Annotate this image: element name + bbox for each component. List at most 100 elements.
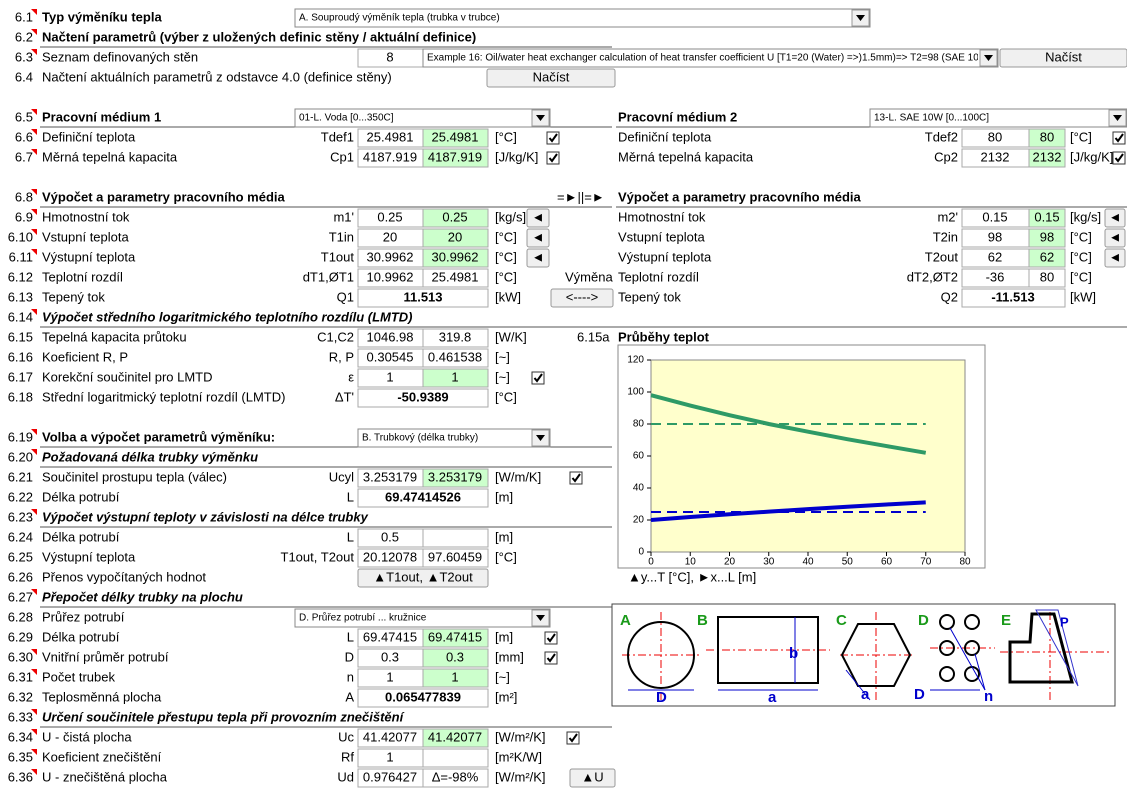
value: 25.4981 [367,129,414,144]
symbol: m1' [333,209,354,224]
row-number: 6.28 [8,609,33,624]
button-label[interactable]: ◄ [1109,209,1122,224]
value: 8 [386,49,393,64]
dropdown[interactable]: 13-L. SAE 10W [0...100C] [870,109,1127,127]
symbol: Tdef1 [321,129,354,144]
symbol: L [347,529,354,544]
unit: [~] [495,669,510,684]
row-label: Hmotnostní tok [618,209,706,224]
symbol: dT2,ØT2 [907,269,958,284]
row-label: Teplotní rozdíl [42,269,123,284]
value: 41.42077 [428,729,482,744]
value: 69.47415 [428,629,482,644]
row-label: Součinitel prostupu tepla (válec) [42,469,227,484]
symbol: m2' [937,209,958,224]
button-label[interactable]: ◄ [1109,229,1122,244]
row-label: Délka potrubí [42,629,120,644]
dropdown-text[interactable]: B. Trubkový (délka trubky) [362,433,478,444]
row-number: 6.10 [8,229,33,244]
row-label: Hmotnostní tok [42,209,130,224]
dropdown-text[interactable]: 01-L. Voda [0...350C] [299,113,394,124]
y-tick-label: 100 [627,387,644,398]
symbol: ε [348,369,354,384]
button-label[interactable]: ◄ [532,209,545,224]
value: 97.60459 [428,549,482,564]
row-number: 6.18 [8,389,33,404]
button-label[interactable]: <----> [566,289,599,304]
row-number: 6.23 [8,509,33,524]
row-number: 6.20 [8,449,33,464]
result-value: 69.47414526 [385,489,461,504]
row-label: Teplosměnná plocha [42,689,162,704]
button-label[interactable]: Načíst [1045,49,1082,64]
row-label: Korekční součinitel pro LMTD [42,369,213,384]
row-label: Vnitřní průměr potrubí [42,649,169,664]
unit: [°C] [495,269,517,284]
row-label: Tepený tok [618,289,681,304]
unit: [m²K/W] [495,749,542,764]
row-label: Načtení aktuálních parametrů z odstavce … [42,69,392,84]
row-number: 6.30 [8,649,33,664]
button-label[interactable]: ◄ [1109,249,1122,264]
x-tick-label: 80 [959,557,971,568]
unit: [kW] [495,289,521,304]
value: 1 [386,749,393,764]
row-number: 6.12 [8,269,33,284]
x-tick-label: 10 [685,557,697,568]
value: -36 [986,269,1005,284]
diagram-label: A [620,612,631,629]
row-label: Vstupní teplota [42,229,129,244]
button-label[interactable]: Načíst [533,69,570,84]
row-number: 6.6 [15,129,33,144]
dropdown-text[interactable]: D. Průřez potrubí ... kružnice [299,612,427,624]
dropdown[interactable]: B. Trubkový (délka trubky) [358,429,550,447]
unit: [m²] [495,689,517,704]
row-number: 6.4 [15,69,33,84]
dropdown-text[interactable]: Example 16: Oil/water heat exchanger cal… [427,53,1059,64]
row-number: 6.3 [15,49,33,64]
value: 0.976427 [363,769,417,784]
unit: [°C] [495,229,517,244]
value: 20 [448,229,462,244]
row-label: Požadovaná délka trubky výměnku [42,449,258,464]
row-label: Výpočet a parametry pracovního média [42,189,286,204]
row-label: Tepený tok [42,289,105,304]
row-number: 6.29 [8,629,33,644]
row-label: Definiční teplota [618,129,712,144]
dropdown[interactable]: A. Souproudý výměník tepla (trubka v tru… [295,9,870,27]
dropdown[interactable]: D. Průřez potrubí ... kružnice [295,609,550,627]
row-label: Tepelná kapacita průtoku [42,329,187,344]
symbol: Tdef2 [925,129,958,144]
button-label[interactable]: ▲T1out, ▲T2out [373,569,473,584]
row-number: 6.35 [8,749,33,764]
row-label: Seznam definovaných stěn [42,49,198,64]
value: 3.253179 [428,469,482,484]
unit: [kg/s] [1070,209,1101,224]
row-number: 6.25 [8,549,33,564]
dropdown[interactable]: 01-L. Voda [0...350C] [295,109,550,127]
side-text: =►||=► [557,189,605,204]
button-label[interactable]: ◄ [532,249,545,264]
value: 0.30545 [367,349,414,364]
value: 69.47415 [363,629,417,644]
dropdown-text[interactable]: 13-L. SAE 10W [0...100C] [874,113,989,124]
row-number: 6.7 [15,149,33,164]
unit: [m] [495,489,513,504]
unit: [~] [495,369,510,384]
diagram-label: b [789,645,798,662]
button-label[interactable]: ◄ [532,229,545,244]
row-number: 6.1 [15,9,33,24]
unit: [°C] [1070,129,1092,144]
dropdown-text[interactable]: A. Souproudý výměník tepla (trubka v tru… [299,13,500,24]
dropdown[interactable]: Example 16: Oil/water heat exchanger cal… [423,49,1059,67]
value: 4187.919 [428,149,482,164]
x-tick-label: 20 [724,557,736,568]
side-text: Výměna [565,269,613,284]
diagram-label: E [1001,612,1011,629]
value: 0.25 [442,209,467,224]
value: 0.15 [1034,209,1059,224]
row-number: 6.2 [15,29,33,44]
button-label[interactable]: ▲U [581,769,603,784]
row-number: 6.34 [8,729,33,744]
